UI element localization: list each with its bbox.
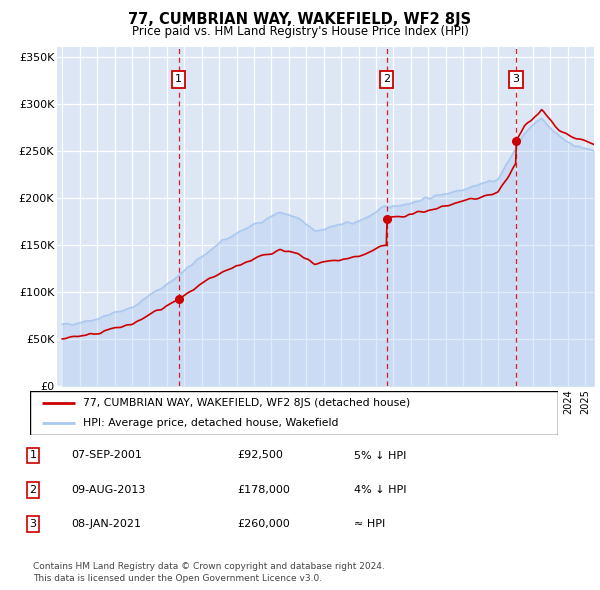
Text: HPI: Average price, detached house, Wakefield: HPI: Average price, detached house, Wake… bbox=[83, 418, 338, 428]
Text: 1: 1 bbox=[175, 74, 182, 84]
Text: 3: 3 bbox=[512, 74, 520, 84]
Text: 3: 3 bbox=[29, 519, 37, 529]
Text: Price paid vs. HM Land Registry's House Price Index (HPI): Price paid vs. HM Land Registry's House … bbox=[131, 25, 469, 38]
Text: £92,500: £92,500 bbox=[237, 451, 283, 460]
Text: 2: 2 bbox=[29, 485, 37, 494]
Text: 08-JAN-2021: 08-JAN-2021 bbox=[71, 519, 141, 529]
Text: 77, CUMBRIAN WAY, WAKEFIELD, WF2 8JS: 77, CUMBRIAN WAY, WAKEFIELD, WF2 8JS bbox=[128, 12, 472, 27]
Text: 77, CUMBRIAN WAY, WAKEFIELD, WF2 8JS (detached house): 77, CUMBRIAN WAY, WAKEFIELD, WF2 8JS (de… bbox=[83, 398, 410, 408]
Text: 1: 1 bbox=[29, 451, 37, 460]
Text: 4% ↓ HPI: 4% ↓ HPI bbox=[354, 485, 407, 494]
FancyBboxPatch shape bbox=[30, 391, 558, 435]
Text: ≈ HPI: ≈ HPI bbox=[354, 519, 385, 529]
Text: £178,000: £178,000 bbox=[237, 485, 290, 494]
Text: 07-SEP-2001: 07-SEP-2001 bbox=[71, 451, 142, 460]
Text: 5% ↓ HPI: 5% ↓ HPI bbox=[354, 451, 406, 460]
Text: 2: 2 bbox=[383, 74, 390, 84]
Text: 09-AUG-2013: 09-AUG-2013 bbox=[71, 485, 145, 494]
Text: Contains HM Land Registry data © Crown copyright and database right 2024.
This d: Contains HM Land Registry data © Crown c… bbox=[33, 562, 385, 583]
Text: £260,000: £260,000 bbox=[237, 519, 290, 529]
